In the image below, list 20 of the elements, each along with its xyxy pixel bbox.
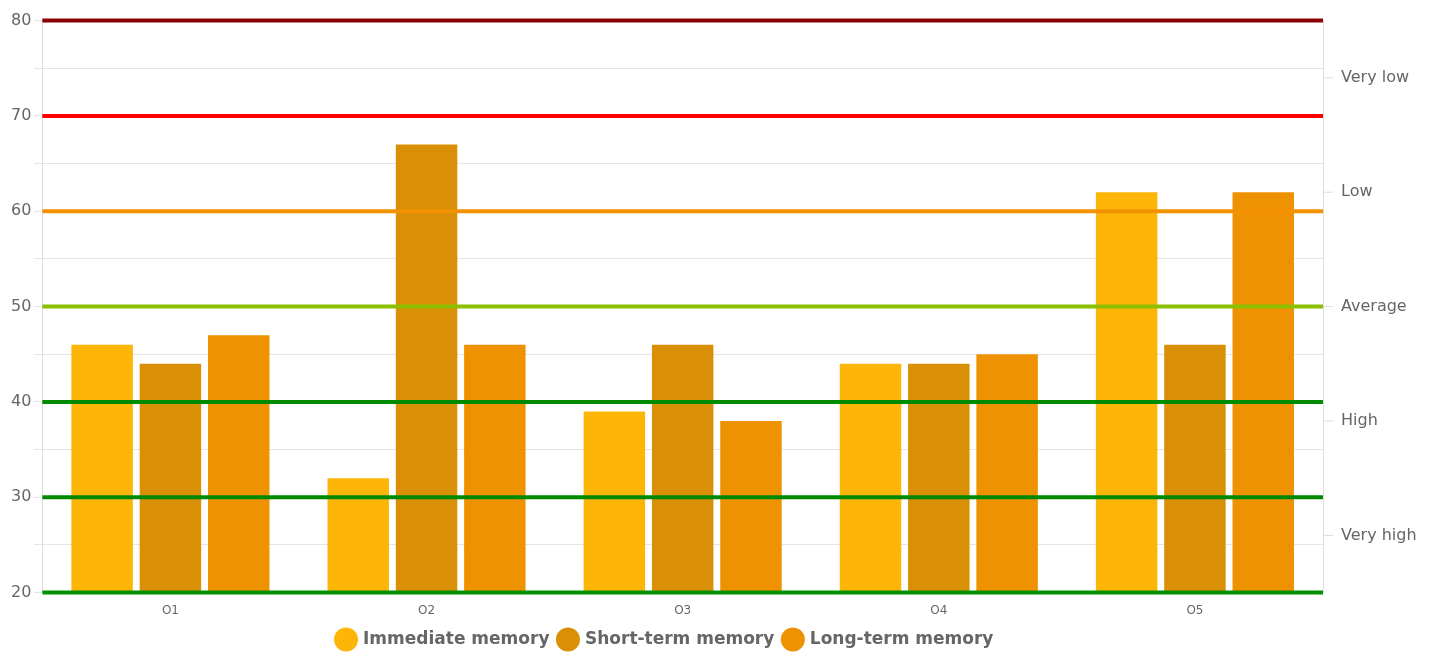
legend-label: Long-term memory bbox=[809, 627, 994, 648]
text: Average bbox=[1341, 295, 1407, 315]
x-tick-label: O1 bbox=[161, 602, 179, 617]
x-tick-label: O4 bbox=[930, 602, 948, 617]
y-tick-label: 70 bbox=[11, 105, 32, 125]
x-tick-label: O3 bbox=[674, 602, 692, 617]
y-tick-label: 50 bbox=[11, 295, 32, 315]
y-tick-label: 80 bbox=[11, 9, 32, 29]
y-tick-label: 20 bbox=[11, 581, 32, 601]
text: High bbox=[1341, 410, 1378, 430]
legend-label: Immediate memory bbox=[363, 627, 550, 648]
y-tick-label: 30 bbox=[11, 486, 32, 506]
text: Low bbox=[1341, 181, 1373, 201]
legend-label: Short-term memory bbox=[584, 627, 775, 648]
y-tick-label: 60 bbox=[11, 200, 32, 220]
text: Very low bbox=[1341, 66, 1409, 86]
y-tick-label: 40 bbox=[11, 391, 32, 411]
text: Very high bbox=[1341, 524, 1417, 544]
x-tick-label: O5 bbox=[1186, 602, 1204, 617]
x-tick-label: O2 bbox=[418, 602, 436, 617]
